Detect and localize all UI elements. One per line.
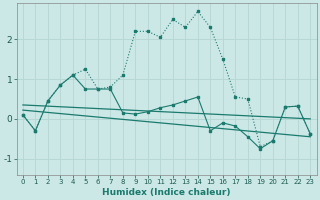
X-axis label: Humidex (Indice chaleur): Humidex (Indice chaleur)	[102, 188, 231, 197]
